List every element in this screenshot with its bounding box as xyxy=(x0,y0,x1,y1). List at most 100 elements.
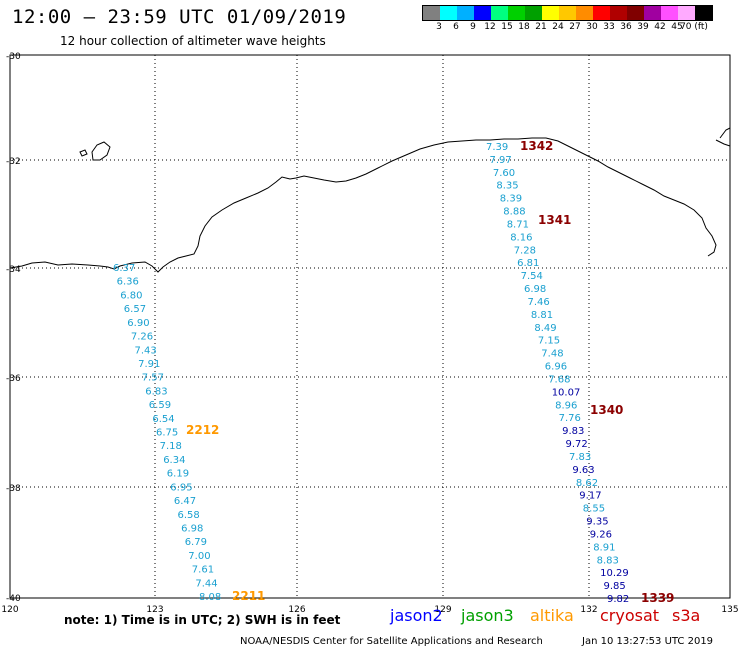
wave-height-value: 9.83 xyxy=(562,426,584,437)
wave-height-value: 6.59 xyxy=(149,400,171,411)
colorbar-swatch xyxy=(423,6,440,20)
wave-height-value: 7.15 xyxy=(538,336,560,347)
wave-height-value: 6.75 xyxy=(156,428,178,439)
generation-timestamp: Jan 10 13:27:53 UTC 2019 xyxy=(582,636,714,647)
wave-height-value: 8.08 xyxy=(199,592,221,603)
pass-time-label: 1339 xyxy=(641,591,674,605)
island-small xyxy=(79,149,88,157)
wave-height-value: 9.17 xyxy=(579,491,601,502)
footer-note: note: 1) Time is in UTC; 2) SWH is in fe… xyxy=(64,613,341,627)
wave-height-value: 6.79 xyxy=(185,537,207,548)
legend-altika: altika xyxy=(530,606,574,625)
legend-jason2: jason2 xyxy=(390,606,443,625)
colorbar-label: 39 xyxy=(637,22,649,32)
wave-height-value: 7.46 xyxy=(528,297,550,308)
wave-height-value: 8.91 xyxy=(593,542,615,553)
wave-height-value: 8.39 xyxy=(500,194,522,205)
wave-height-value: 8.35 xyxy=(496,181,518,192)
wave-height-value: 6.98 xyxy=(524,284,546,295)
colorbar-label: 12 xyxy=(484,22,496,32)
wave-height-value: 6.34 xyxy=(163,455,185,466)
wave-height-value: 7.61 xyxy=(192,565,214,576)
lon-labels: 120 123 126 129 132 135 xyxy=(1,605,738,615)
wave-height-value: 7.48 xyxy=(541,349,563,360)
legend-jason3: jason3 xyxy=(461,606,514,625)
colorbar-swatch xyxy=(474,6,491,20)
wave-height-value: 8.81 xyxy=(531,310,553,321)
wave-height-value: 7.83 xyxy=(569,452,591,463)
lat-label: -32 xyxy=(6,157,21,167)
lat-label: -30 xyxy=(6,52,21,62)
colorbar-label: 70 (ft) xyxy=(680,22,708,32)
wave-height-value: 10.29 xyxy=(600,568,629,579)
lon-label: 132 xyxy=(580,605,597,615)
wave-height-value: 7.39 xyxy=(486,142,508,153)
wave-height-value: 6.36 xyxy=(117,277,139,288)
wave-height-value: 6.19 xyxy=(167,469,189,480)
colorbar-label: 18 xyxy=(518,22,530,32)
coastline-east xyxy=(715,127,731,147)
wave-height-colorbar xyxy=(422,5,713,21)
wave-height-value: 6.98 xyxy=(181,524,203,535)
wave-height-value: 7.57 xyxy=(142,373,164,384)
wave-height-value: 6.80 xyxy=(120,290,142,301)
wave-height-value: 10.07 xyxy=(552,387,581,398)
colorbar-swatch xyxy=(440,6,457,20)
wave-height-value: 8.71 xyxy=(507,220,529,231)
colorbar-swatch xyxy=(491,6,508,20)
wave-height-value: 8.16 xyxy=(510,232,532,243)
wave-height-value: 8.88 xyxy=(503,207,525,218)
colorbar-swatch xyxy=(559,6,576,20)
wave-height-value: 9.85 xyxy=(604,581,626,592)
colorbar-label: 9 xyxy=(470,22,476,32)
wave-height-value: 9.63 xyxy=(572,465,594,476)
colorbar-label: 36 xyxy=(620,22,632,32)
wave-height-value: 8.96 xyxy=(555,400,577,411)
coastline xyxy=(9,137,717,273)
wave-height-value: 7.43 xyxy=(135,345,157,356)
pass-time-label: 2212 xyxy=(186,423,219,437)
lat-label: -34 xyxy=(6,265,21,275)
colorbar-label: 3 xyxy=(436,22,442,32)
colorbar-swatch xyxy=(610,6,627,20)
lon-label: 120 xyxy=(1,605,18,615)
wave-height-value: 8.62 xyxy=(576,478,598,489)
colorbar-swatch xyxy=(508,6,525,20)
wave-height-value: 7.68 xyxy=(548,375,570,386)
wave-height-value: 6.54 xyxy=(152,414,174,425)
colorbar-label: 24 xyxy=(552,22,564,32)
wave-height-value: 7.54 xyxy=(521,271,543,282)
wave-height-value: 7.28 xyxy=(514,245,536,256)
wave-height-value: 8.83 xyxy=(597,555,619,566)
altika-track-2212: 6.37 6.36 6.80 6.57 6.90 7.26 7.43 7.91 7.57 6.83… xyxy=(113,263,221,603)
colorbar-swatch xyxy=(542,6,559,20)
lon-label: 126 xyxy=(288,605,305,615)
colorbar-label: 33 xyxy=(603,22,615,32)
colorbar-swatch xyxy=(627,6,644,20)
wave-height-value: 7.97 xyxy=(490,155,512,166)
colorbar-label: 30 xyxy=(586,22,598,32)
pass-times: 2212 2211 1342 1341 1340 1339 xyxy=(186,139,674,605)
colorbar-swatch xyxy=(457,6,474,20)
colorbar-swatch xyxy=(525,6,542,20)
wave-height-value: 6.58 xyxy=(178,510,200,521)
wave-height-value: 8.55 xyxy=(583,504,605,515)
colorbar-label: 27 xyxy=(569,22,581,32)
wave-height-value: 9.26 xyxy=(590,529,612,540)
pass-time-label: 2211 xyxy=(232,589,265,603)
wave-height-value: 9.35 xyxy=(586,517,608,528)
colorbar-label: 15 xyxy=(501,22,513,32)
colorbar-swatch xyxy=(661,6,678,20)
lat-label: -40 xyxy=(6,594,21,604)
legend-cryosat: cryosat xyxy=(600,606,660,625)
colorbar-label: 42 xyxy=(654,22,666,32)
colorbar-labels: 3 6 9 12 15 18 21 24 27 30 33 36 39 42 45 70 (ft) xyxy=(422,22,740,34)
wave-height-value: 6.81 xyxy=(517,258,539,269)
wave-height-value: 6.47 xyxy=(174,496,196,507)
wave-height-value: 8.49 xyxy=(534,323,556,334)
wave-height-value: 6.83 xyxy=(145,386,167,397)
colorbar-swatch xyxy=(678,6,695,20)
colorbar-label: 21 xyxy=(535,22,547,32)
wave-height-value: 7.26 xyxy=(131,332,153,343)
